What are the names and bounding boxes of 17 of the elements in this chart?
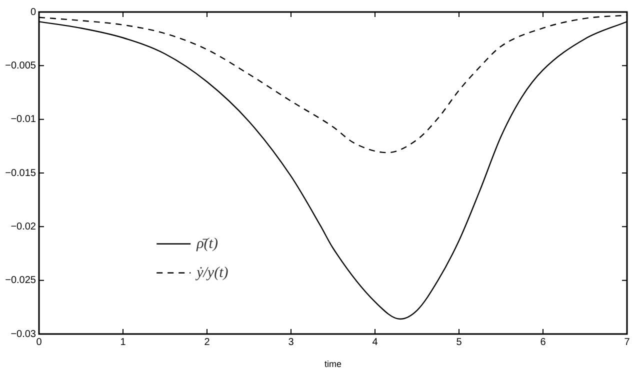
- y-tick-label: −0.025: [5, 275, 36, 286]
- y-tick-label: −0.02: [10, 221, 36, 232]
- legend-label: ρ̄(t): [196, 236, 218, 252]
- y-tick-label: −0.015: [5, 168, 36, 179]
- y-tick-label: −0.03: [10, 328, 36, 340]
- x-tick-label: 6: [540, 336, 546, 348]
- y-tick-label: 0: [30, 6, 36, 18]
- x-tick-label: 1: [120, 336, 126, 348]
- x-tick-label: 5: [456, 336, 462, 348]
- x-axis-title: time: [324, 359, 342, 370]
- y-tick-label: −0.01: [10, 114, 36, 126]
- legend-label: ẏ/y(t): [194, 264, 228, 281]
- x-tick-label: 7: [624, 336, 630, 348]
- x-tick-label: 4: [372, 336, 378, 348]
- x-tick-label: 3: [288, 336, 294, 348]
- y-tick-label: −0.005: [5, 60, 36, 72]
- x-tick-label: 2: [204, 336, 210, 348]
